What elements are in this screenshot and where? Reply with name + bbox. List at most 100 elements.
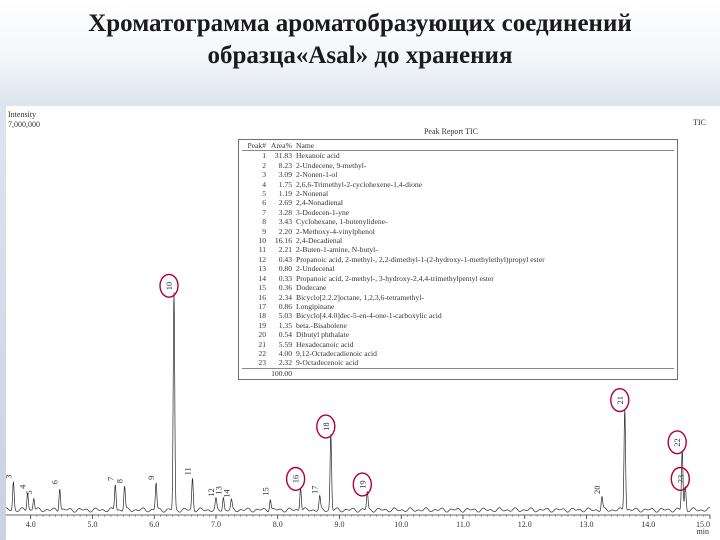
row-peak: 4 bbox=[262, 179, 266, 189]
peak-table-row: 7 3.28 3-Dodecen-1-yne bbox=[242, 208, 674, 217]
peak-table-row: 15 0.36 Dodecane bbox=[242, 283, 674, 292]
peak-number: 5 bbox=[24, 490, 34, 494]
row-area: 2.32 bbox=[278, 358, 292, 368]
peak-number: 16 bbox=[291, 475, 301, 484]
row-area: 0.54 bbox=[278, 330, 292, 340]
peak-label-8: 8 bbox=[115, 479, 125, 483]
row-peak: 17 bbox=[258, 301, 266, 311]
peak-highlight-circle bbox=[610, 388, 630, 413]
x-tick-label: 14.0 bbox=[641, 520, 655, 529]
row-peak: 6 bbox=[262, 198, 266, 208]
peak-number: 15 bbox=[260, 487, 270, 496]
peak-label-16: 16 bbox=[285, 466, 306, 491]
row-area: 3.43 bbox=[278, 217, 292, 227]
row-name: Longipinane bbox=[296, 301, 335, 311]
peak-table-row: 9 2.20 2-Methoxy-4-vinylphenol bbox=[242, 227, 674, 236]
chromatogram-panel: Intensity 7,000,000 Peak Report TIC TIC … bbox=[6, 106, 720, 540]
peak-label-3: 3 bbox=[6, 475, 13, 479]
peak-highlight-circle bbox=[352, 472, 372, 497]
row-area: 0.86 bbox=[278, 301, 292, 311]
row-name: Propanoic acid, 2-methyl-, 3-hydroxy-2,4… bbox=[296, 273, 494, 283]
row-peak: 11 bbox=[258, 245, 266, 255]
x-tick-label: 7.0 bbox=[211, 520, 221, 529]
row-peak: 7 bbox=[262, 207, 266, 217]
row-peak: 18 bbox=[258, 311, 266, 321]
peak-table-header: Peak# Area% Name bbox=[242, 141, 674, 152]
peak-table-row: 17 0.86 Longipinane bbox=[242, 302, 674, 311]
peak-table-row: 12 0.43 Propanoic acid, 2-methyl-, 2,2-dim… bbox=[242, 255, 674, 264]
peak-label-20: 20 bbox=[592, 486, 602, 495]
row-name: 2-Nonen-1-ol bbox=[296, 170, 338, 180]
row-name: Dibutyl phthalate bbox=[296, 330, 349, 340]
row-area: 2.20 bbox=[278, 226, 292, 236]
x-axis-ticks: 4.0 5.0 6.0 7.0 8.0 9.0 10.0 11.0 12.0 13.0 14.0 15… bbox=[26, 515, 711, 529]
peak-number: 4 bbox=[18, 484, 28, 489]
peak-highlight-circle bbox=[285, 466, 306, 491]
x-tick-label: 9.0 bbox=[334, 520, 344, 529]
peak-number: 21 bbox=[615, 396, 625, 405]
y-max-tick-label: 7,000,000 bbox=[8, 120, 40, 129]
peak-table-row: 22 4.00 9,12-Octadecadienoic acid bbox=[242, 349, 674, 358]
row-peak: 8 bbox=[262, 217, 266, 227]
row-peak: 23 bbox=[258, 358, 266, 368]
row-area: 16.16 bbox=[274, 236, 292, 246]
peak-label-10: 10 bbox=[159, 273, 179, 298]
row-peak: 12 bbox=[258, 254, 266, 264]
peak-label-13: 13 bbox=[213, 486, 223, 495]
peak-highlight-circle bbox=[159, 273, 179, 298]
row-peak: 15 bbox=[258, 283, 266, 293]
peak-label-4: 4 bbox=[18, 484, 28, 489]
peak-number: 11 bbox=[183, 467, 193, 475]
row-name: 9,12-Octadecadienoic acid bbox=[296, 348, 377, 358]
peak-label-21: 21 bbox=[610, 388, 630, 413]
peak-table-row: 19 1.35 beta.-Bisabolene bbox=[242, 321, 674, 330]
slide-title-line1: Хроматограмма ароматобразующих соединени… bbox=[88, 10, 632, 37]
row-area: 1.75 bbox=[278, 179, 292, 189]
header-peak: Peak# bbox=[247, 141, 266, 150]
peak-table-row: 3 3.09 2-Nonen-1-ol bbox=[242, 170, 674, 179]
peak-number: 20 bbox=[592, 486, 602, 495]
row-peak: 16 bbox=[258, 292, 266, 302]
header-area: Area% bbox=[270, 141, 292, 150]
row-name: Hexanoic acid bbox=[296, 151, 340, 161]
peak-table-row: 20 0.54 Dibutyl phthalate bbox=[242, 330, 674, 339]
row-name: beta.-Bisabolene bbox=[296, 320, 347, 330]
peak-label-12: 12 bbox=[206, 488, 216, 497]
x-tick-label: 13.0 bbox=[579, 520, 593, 529]
x-tick-label: 5.0 bbox=[87, 520, 97, 529]
row-area: 31.83 bbox=[274, 151, 292, 161]
peak-table-row: 10 16.16 2,4-Decadienal bbox=[242, 236, 674, 245]
row-peak: 13 bbox=[258, 264, 266, 274]
peak-table-row: 14 0.33 Propanoic acid, 2-methyl-, 3-hydro… bbox=[242, 274, 674, 283]
y-axis-label: Intensity bbox=[8, 110, 36, 119]
row-area: 3.28 bbox=[278, 207, 292, 217]
row-name: 3-Dodecen-1-yne bbox=[296, 207, 350, 217]
peak-number: 22 bbox=[672, 438, 682, 447]
row-area: 0.33 bbox=[278, 273, 292, 283]
peak-report-table: Peak# Area% Name 1 31.83 Hexanoic acid 2 8.2… bbox=[238, 139, 678, 381]
row-name: Cyclohexane, 1-butenylidene- bbox=[296, 217, 388, 227]
row-area: 1.35 bbox=[278, 320, 292, 330]
peak-highlight-circle bbox=[670, 466, 690, 491]
row-name: Bicyclo[2.2.2]octane, 1,2,3,6-tetramethy… bbox=[296, 292, 424, 302]
row-name: 2-Undecene, 9-methyl- bbox=[296, 160, 367, 170]
peak-table-row: 6 2.69 2,4-Nonadienal bbox=[242, 198, 674, 207]
row-area: 3.09 bbox=[278, 170, 292, 180]
peak-number: 19 bbox=[357, 480, 367, 489]
row-area: 2.69 bbox=[278, 198, 292, 208]
peak-number: 17 bbox=[310, 486, 320, 495]
x-tick-label: 4.0 bbox=[26, 520, 36, 529]
peak-table-total: 100.00 bbox=[242, 367, 674, 378]
peak-table-row: 5 1.19 2-Nonenal bbox=[242, 189, 674, 198]
peak-number: 18 bbox=[321, 422, 331, 431]
row-name: 2-Methoxy-4-vinylphenol bbox=[296, 226, 375, 236]
peak-number: 6 bbox=[50, 480, 60, 484]
row-area: 0.36 bbox=[278, 283, 292, 293]
row-area: 2.21 bbox=[278, 245, 292, 255]
header-name: Name bbox=[296, 141, 315, 150]
x-axis-unit-label: min bbox=[697, 527, 709, 536]
row-area: 5.59 bbox=[278, 339, 292, 349]
x-tick-label: 6.0 bbox=[149, 520, 159, 529]
peak-number: 23 bbox=[675, 475, 685, 484]
row-name: Bicyclo[4.4.0]dec-5-en-4-one-1-carboxyli… bbox=[296, 311, 442, 321]
